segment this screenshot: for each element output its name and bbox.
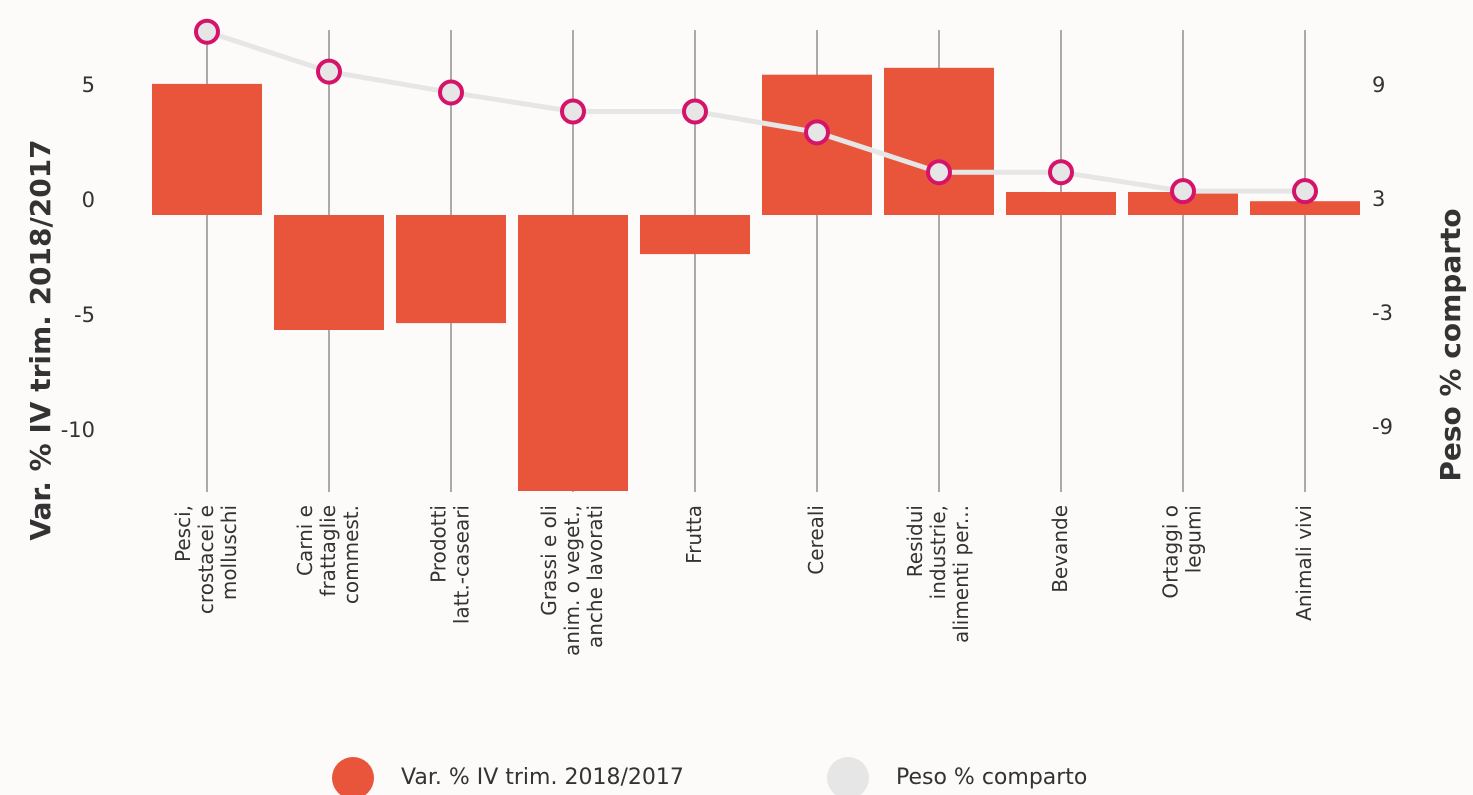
y2-tick-label: 9 <box>1372 73 1385 97</box>
x-tick-label: Residuiindustrie,alimenti per... <box>903 505 973 643</box>
line-marker <box>194 18 220 45</box>
line <box>206 29 1305 194</box>
line-marker <box>682 98 708 125</box>
x-tick-label: Carni efrattagliecommest. <box>293 505 363 604</box>
y-tick-label: -10 <box>61 418 95 442</box>
legend-label: Peso % comparto <box>896 765 1087 790</box>
bar <box>396 215 506 324</box>
line-marker <box>926 159 952 186</box>
x-tick-label: Ortaggi olegumi <box>1158 505 1205 599</box>
y2-tick-label: 3 <box>1372 187 1385 211</box>
legend-swatch <box>827 757 869 795</box>
y2-tick-label: -3 <box>1372 301 1393 325</box>
x-tick-label: Frutta <box>682 505 706 564</box>
line-marker <box>438 79 464 106</box>
y-tick-label: 0 <box>82 188 95 212</box>
y-tick-label: 5 <box>82 73 95 97</box>
x-tick-label: Cereali <box>804 505 828 575</box>
line-marker <box>1292 178 1318 205</box>
bar <box>1006 192 1116 215</box>
bar <box>1250 201 1360 215</box>
y2-tick-label: -9 <box>1372 415 1393 439</box>
bar <box>152 83 262 216</box>
x-tick-label: Bevande <box>1048 505 1072 593</box>
x-tick-label: Animali vivi <box>1292 505 1316 621</box>
y-axis-title: Var. % IV trim. 2018/2017 <box>24 139 57 540</box>
bar <box>518 215 628 491</box>
y-tick-label: -5 <box>74 303 95 327</box>
line-marker <box>316 58 342 85</box>
line-marker <box>560 98 586 125</box>
line-marker <box>1170 178 1196 205</box>
legend-label: Var. % IV trim. 2018/2017 <box>401 765 684 790</box>
y2-axis-title: Peso % comparto <box>1434 208 1467 481</box>
line-marker <box>1048 159 1074 186</box>
legend-swatch <box>332 757 374 795</box>
bar <box>274 215 384 330</box>
x-tick-label: Prodottilatt.-caseari <box>426 505 473 624</box>
x-tick-label: Grassi e olianim. o veget.,anche lavorat… <box>537 505 607 656</box>
bar <box>884 67 994 215</box>
x-tick-label: Pesci,crostacei emolluschi <box>171 505 241 614</box>
line-marker <box>804 119 830 146</box>
bar <box>640 215 750 255</box>
